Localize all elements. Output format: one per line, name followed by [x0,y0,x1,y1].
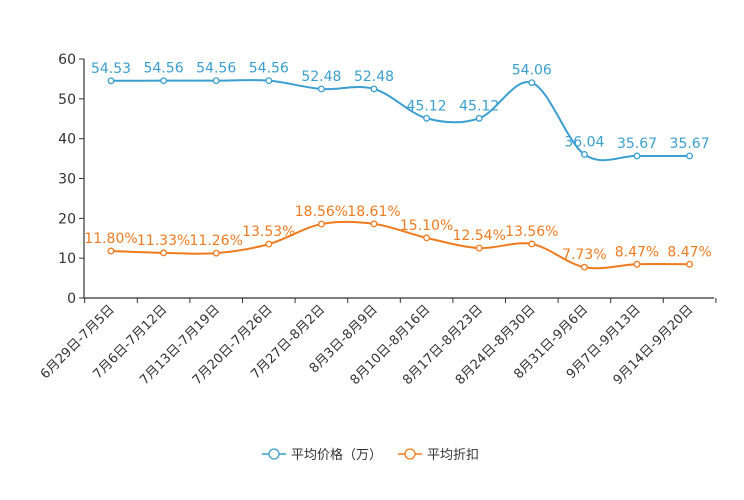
data-label: 18.61% [347,204,400,220]
legend-label: 平均价格（万） [291,447,382,463]
data-label: 54.53 [91,61,131,77]
data-label: 36.04 [564,134,604,150]
y-tick-label: 20 [58,211,76,227]
data-label: 11.33% [137,233,190,249]
data-point [370,220,378,228]
data-point [633,152,641,160]
data-point [580,150,588,158]
legend-swatch-marker [404,448,416,460]
data-point [107,247,115,255]
data-label: 7.73% [562,247,606,263]
data-label: 52.48 [354,69,394,85]
data-point [317,220,325,228]
data-label: 8.47% [667,244,711,260]
data-point [265,240,273,248]
data-point [212,77,220,85]
y-tick-label: 60 [58,52,76,68]
data-point [423,114,431,122]
data-label: 45.12 [407,98,447,114]
data-point [107,77,115,85]
legend-swatch-marker [268,448,280,460]
data-point [475,114,483,122]
data-label: 11.26% [190,233,243,249]
data-point [528,240,536,248]
data-point [528,79,536,87]
data-label: 52.48 [301,69,341,85]
data-point [160,77,168,85]
data-point [686,260,694,268]
legend-label: 平均折扣 [427,448,479,463]
data-point [212,249,220,257]
data-point [317,85,325,93]
data-point [370,85,378,93]
y-tick-label: 40 [58,132,76,148]
y-tick-label: 10 [58,251,76,267]
data-label: 35.67 [670,136,710,152]
data-label: 35.67 [617,136,657,152]
data-point [423,234,431,242]
y-tick-label: 0 [67,291,76,307]
data-point [633,260,641,268]
data-point [160,249,168,257]
data-point [686,152,694,160]
y-tick-label: 30 [58,172,76,188]
data-point [265,77,273,85]
data-label: 13.53% [242,224,295,240]
data-label: 45.12 [459,98,499,114]
data-label: 54.06 [512,63,552,79]
series-line-2 [110,220,690,270]
data-label: 54.56 [196,61,236,77]
data-label: 54.56 [249,61,289,77]
data-label: 13.56% [505,224,558,240]
data-point [475,244,483,252]
data-label: 54.56 [144,61,184,77]
data-label: 8.47% [615,244,659,260]
data-label: 15.10% [400,218,453,234]
y-tick-label: 50 [58,92,76,108]
data-label: 18.56% [295,204,348,220]
data-label: 11.80% [84,231,137,247]
data-point [580,263,588,271]
data-label: 12.54% [453,228,506,244]
